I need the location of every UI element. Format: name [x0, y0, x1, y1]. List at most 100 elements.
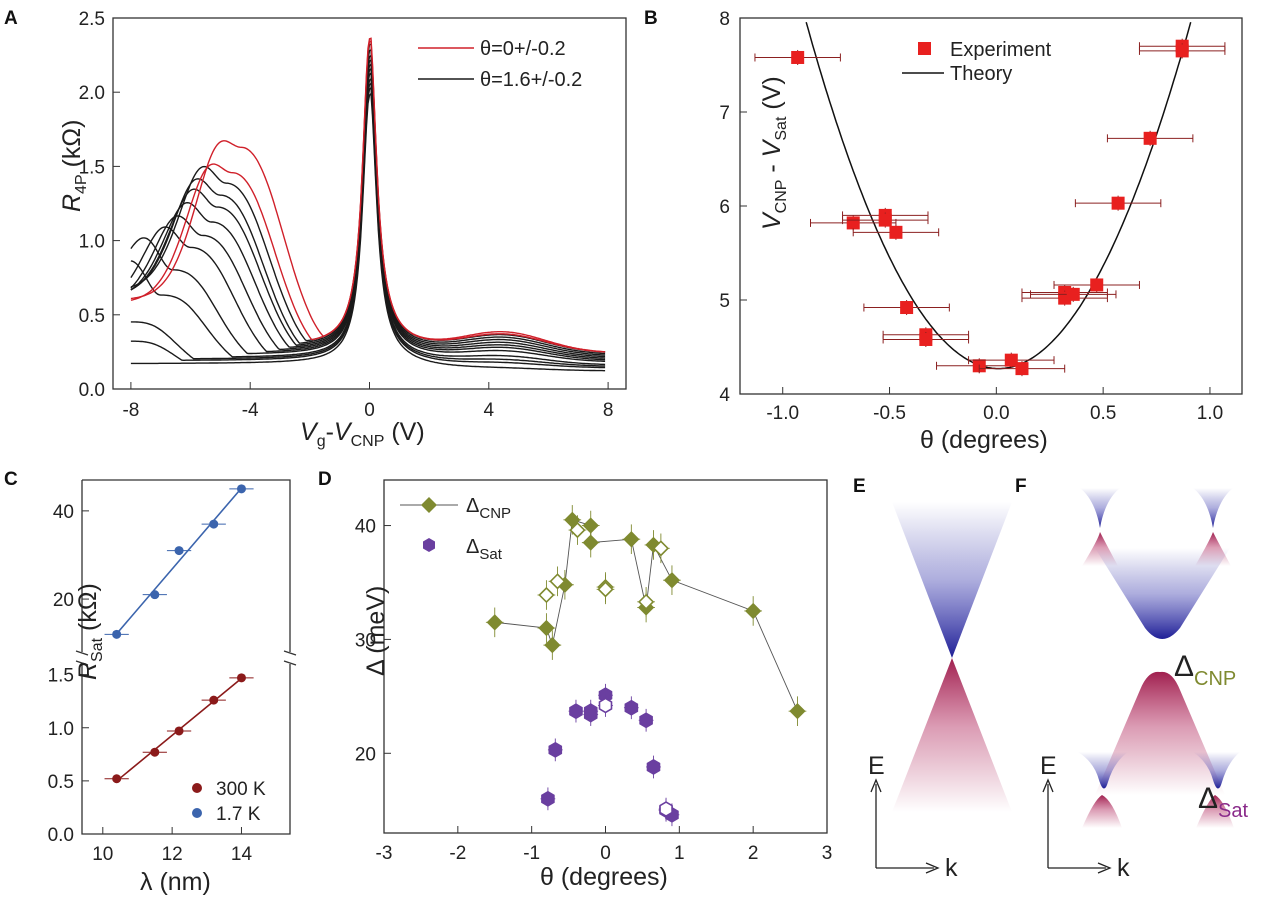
data-point: [538, 619, 555, 637]
panel-d-frame: [383, 479, 828, 834]
x-tick-label: 0.0: [983, 403, 1009, 424]
y-tick-label: 1.5: [48, 666, 74, 687]
legend-17k-label: 1.7 K: [216, 804, 261, 825]
data-curve: [130, 71, 606, 362]
data-point: [112, 629, 122, 639]
data-curve: [130, 86, 606, 369]
arrow-right-icon: [925, 862, 940, 874]
panel-a-chart: -8 -4 0 4 8 0.0 0.5 1.0 1.5 2.0 2.5 θ=0+/-0.2 θ=1.…: [58, 9, 627, 450]
x-tick-label: -3: [376, 843, 393, 864]
panel-f-e-label: E: [1040, 752, 1057, 780]
sat-upper-band: [1193, 752, 1240, 789]
data-point: [789, 703, 806, 720]
panel-label-F: F: [1015, 476, 1027, 497]
panel-c-legend: 300 K 1.7 K: [192, 779, 266, 825]
legend-300k-label: 300 K: [216, 779, 266, 800]
delta-cnp-annotation: ΔCNP: [1174, 650, 1236, 690]
data-curve: [130, 67, 606, 361]
data-curve: [130, 40, 606, 353]
panel-label-E: E: [853, 476, 866, 497]
legend-sat-label: ΔSat: [466, 536, 503, 563]
y-tick-label: 5: [719, 291, 730, 312]
data-point: [583, 703, 598, 720]
x-tick-label: -4: [242, 400, 259, 421]
data-point: [112, 774, 122, 784]
y-tick-label: 1.0: [48, 719, 74, 740]
data-point: [1090, 278, 1104, 292]
data-point: [236, 673, 246, 683]
axis-break-mark: [283, 660, 297, 666]
panel-c-frame: [81, 479, 291, 835]
x-tick-label: 14: [231, 844, 253, 865]
y-tick-label: 1.0: [79, 232, 105, 253]
y-tick-label: 0.0: [48, 825, 74, 846]
panel-e-lower-cone: [892, 658, 1012, 812]
y-tick-label: 0.5: [79, 306, 105, 327]
panel-c-xlabel: λ (nm): [140, 868, 211, 896]
data-point: [1143, 131, 1157, 145]
data-point: [791, 50, 805, 64]
panel-b-ylabel: VCNP - VSat (V): [758, 76, 790, 230]
data-point: [174, 546, 184, 556]
y-tick-label: 30: [355, 630, 376, 651]
y-tick-label: 2.0: [79, 83, 105, 104]
data-point: [569, 521, 586, 539]
y-tick-label: 0.5: [48, 772, 74, 793]
fit-line: [116, 487, 243, 635]
panel-label-B: B: [644, 8, 658, 29]
panel-label-C: C: [4, 469, 18, 490]
data-point: [919, 332, 933, 346]
x-tick-label: 2: [748, 843, 759, 864]
data-point: [659, 801, 673, 818]
data-point: [150, 747, 160, 757]
y-tick-label: 0.0: [79, 380, 105, 401]
x-tick-label: 1: [674, 843, 685, 864]
data-point: [538, 586, 555, 604]
y-tick-label: 40: [53, 502, 74, 523]
panel-b-chart: -1.0 -0.5 0.0 0.5 1.0 4 5 6 7 8 Experiment Theory…: [719, 9, 1243, 454]
satellite-upper-band: [1193, 488, 1233, 528]
panel-d-chart: -3 -2 -1 0 1 2 3 20 30 40 ΔCNP ΔSat Δ (meV) θ (de…: [355, 479, 833, 891]
satellite-upper-band: [1080, 488, 1120, 528]
data-curve: [130, 63, 606, 359]
data-point: [663, 572, 681, 589]
data-point: [582, 534, 599, 551]
data-point: [549, 573, 566, 590]
data-point: [486, 614, 503, 631]
data-curve: [130, 58, 606, 358]
panel-label-A: A: [4, 8, 18, 29]
data-point: [878, 213, 892, 227]
data-point: [598, 697, 613, 714]
data-point: [236, 484, 246, 494]
data-point: [900, 301, 914, 315]
data-point: [646, 759, 661, 775]
legend-theory-label: Theory: [950, 63, 1012, 85]
legend-red-label: θ=0+/-0.2: [480, 38, 566, 60]
panel-e-dirac-cone: E k: [868, 502, 1012, 882]
data-point: [639, 712, 653, 729]
x-tick-label: -1.0: [766, 403, 799, 424]
data-point: [597, 581, 614, 598]
panel-a-legend: θ=0+/-0.2 θ=1.6+/-0.2: [418, 38, 582, 91]
panel-a-xlabel: Vg-VCNP (V): [300, 418, 425, 450]
data-curve: [130, 77, 606, 366]
x-tick-label: 10: [92, 844, 113, 865]
data-curve: [130, 54, 606, 356]
panel-e-upper-cone: [892, 502, 1012, 658]
x-tick-label: 0: [600, 843, 611, 864]
sat-lower-band: [1196, 795, 1234, 828]
panel-d-xlabel: θ (degrees): [540, 863, 668, 891]
legend-17k-swatch: [192, 808, 202, 818]
y-tick-label: 7: [719, 103, 730, 124]
x-tick-label: 3: [822, 843, 833, 864]
data-curve: [130, 81, 606, 367]
arrow-right-icon: [1097, 862, 1112, 874]
x-tick-label: -1: [523, 843, 540, 864]
panel-c-chart: 10 12 14 0.0 0.5 1.0 1.5 20 40 300 K 1.7 K RSat …: [48, 479, 297, 896]
x-tick-label: -8: [122, 400, 139, 421]
axis-break-mark: [283, 650, 297, 656]
y-tick-label: 4: [719, 385, 730, 406]
sat-upper-band: [1078, 752, 1128, 789]
data-point: [637, 593, 655, 610]
x-tick-label: 8: [603, 400, 614, 421]
